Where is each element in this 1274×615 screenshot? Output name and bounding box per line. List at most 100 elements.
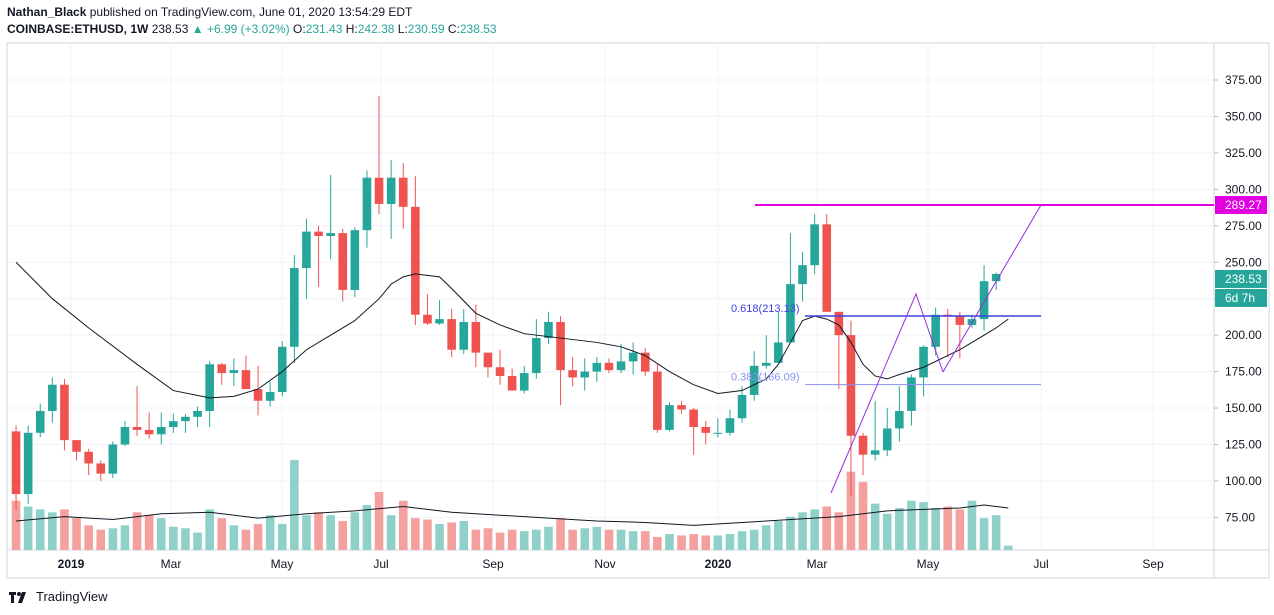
volume-bar	[11, 500, 21, 550]
candle-body	[35, 410, 45, 433]
indicator-lines	[15, 261, 1009, 526]
candle-body	[592, 362, 602, 372]
current-price-label: 238.53	[1225, 272, 1262, 286]
change-value: ▲ +6.99 (+3.02%)	[191, 22, 290, 36]
candle-body	[761, 362, 771, 366]
volume-bar	[1003, 545, 1013, 550]
candle-body	[507, 375, 517, 391]
ohlc-legend: COINBASE:ETHUSD, 1W 238.53 ▲ +6.99 (+3.0…	[7, 22, 497, 36]
candle-body	[120, 427, 130, 445]
time-tick-label: Nov	[594, 557, 615, 571]
volume-bar	[882, 513, 892, 550]
time-axis[interactable]: 2019 Mar May Jul Sep Nov 2020 Mar May Jul Sep	[58, 557, 1164, 571]
volume-bar	[604, 529, 614, 550]
volume-bar	[519, 531, 529, 550]
volume-bar	[447, 522, 456, 550]
tradingview-logo[interactable]: TradingView	[8, 589, 108, 604]
volume-bar	[326, 515, 335, 550]
candle-body	[205, 364, 214, 411]
candle-body	[181, 416, 190, 422]
open-label: O:	[293, 22, 306, 36]
volume-bar	[931, 507, 940, 550]
volume-bar	[144, 515, 154, 550]
volume-bar	[362, 505, 372, 550]
volume-bar	[725, 534, 735, 550]
resistance-price-label: 289.27	[1225, 198, 1262, 212]
volume-bar	[858, 481, 868, 550]
candle-body	[882, 428, 892, 451]
candle-body	[108, 444, 118, 474]
price-axis[interactable]: 75.00100.00125.00150.00175.00200.00225.0…	[1214, 73, 1262, 524]
chart-frame	[6, 42, 1270, 579]
close-value: 238.53	[459, 22, 497, 36]
volume-bar	[653, 536, 662, 550]
candle-body	[786, 284, 795, 343]
volume-bar	[895, 507, 904, 550]
low-value: 230.59	[407, 22, 445, 36]
price-tick-label: 200.00	[1225, 328, 1262, 342]
volume-bar	[435, 523, 444, 550]
candle-body	[713, 432, 723, 434]
volume-bar	[241, 529, 251, 550]
high-label: H:	[345, 22, 358, 36]
volume-bar	[483, 528, 493, 550]
time-tick-label: Jul	[1033, 557, 1048, 571]
candle-body	[628, 352, 638, 362]
volume-bar	[786, 516, 795, 550]
time-tick-label: May	[917, 557, 940, 571]
candles	[11, 96, 1001, 511]
price-tick-label: 75.00	[1225, 510, 1255, 524]
candle-body	[84, 451, 93, 464]
volume-bar	[60, 509, 69, 550]
candle-body	[810, 224, 819, 266]
grid	[7, 43, 1214, 550]
candle-body	[132, 427, 142, 430]
volume-bar	[290, 460, 299, 550]
volume-bar	[411, 518, 420, 550]
candle-body	[556, 322, 565, 371]
volume-bar	[810, 509, 819, 550]
candle-body	[834, 311, 844, 336]
volume-bar	[943, 506, 953, 550]
candle-body	[907, 377, 916, 411]
volume-bar	[265, 515, 275, 550]
volume-bar	[556, 518, 565, 550]
price-tick-label: 275.00	[1225, 219, 1262, 233]
volume-bar	[544, 526, 553, 550]
volume-bar	[314, 512, 323, 550]
candle-body	[60, 384, 69, 441]
candle-body	[870, 450, 880, 455]
volume-bar	[72, 518, 81, 550]
price-tick-label: 100.00	[1225, 474, 1262, 488]
price-tick-label: 150.00	[1225, 401, 1262, 415]
volume-bar	[108, 528, 118, 550]
candle-body	[72, 440, 81, 452]
price-tick-label: 375.00	[1225, 73, 1262, 87]
candle-body	[48, 384, 57, 411]
author-name[interactable]: Nathan_Black	[7, 5, 87, 19]
candle-body	[931, 314, 940, 347]
candle-body	[979, 281, 989, 320]
candle-body	[604, 362, 614, 371]
candle-body	[290, 268, 299, 347]
candle-body	[568, 370, 577, 378]
volume-bar	[471, 529, 481, 550]
volume-bar	[374, 492, 384, 550]
candle-body	[495, 367, 505, 376]
candle-body	[774, 342, 783, 363]
current-price-label-bg	[1215, 269, 1267, 288]
volume-bar	[229, 525, 239, 550]
price-tick-label: 175.00	[1225, 365, 1262, 379]
volume-bar	[217, 518, 227, 550]
candle-body	[411, 206, 420, 315]
time-tick-label: Mar	[161, 557, 182, 571]
time-tick-label: Jul	[373, 557, 388, 571]
candle-body	[580, 371, 590, 378]
candle-body	[544, 322, 553, 339]
resistance-price-label-bg	[1215, 195, 1267, 214]
volume-bar	[628, 531, 638, 550]
candle-body	[459, 322, 469, 350]
candle-body	[277, 346, 287, 393]
candle-body	[326, 233, 335, 237]
